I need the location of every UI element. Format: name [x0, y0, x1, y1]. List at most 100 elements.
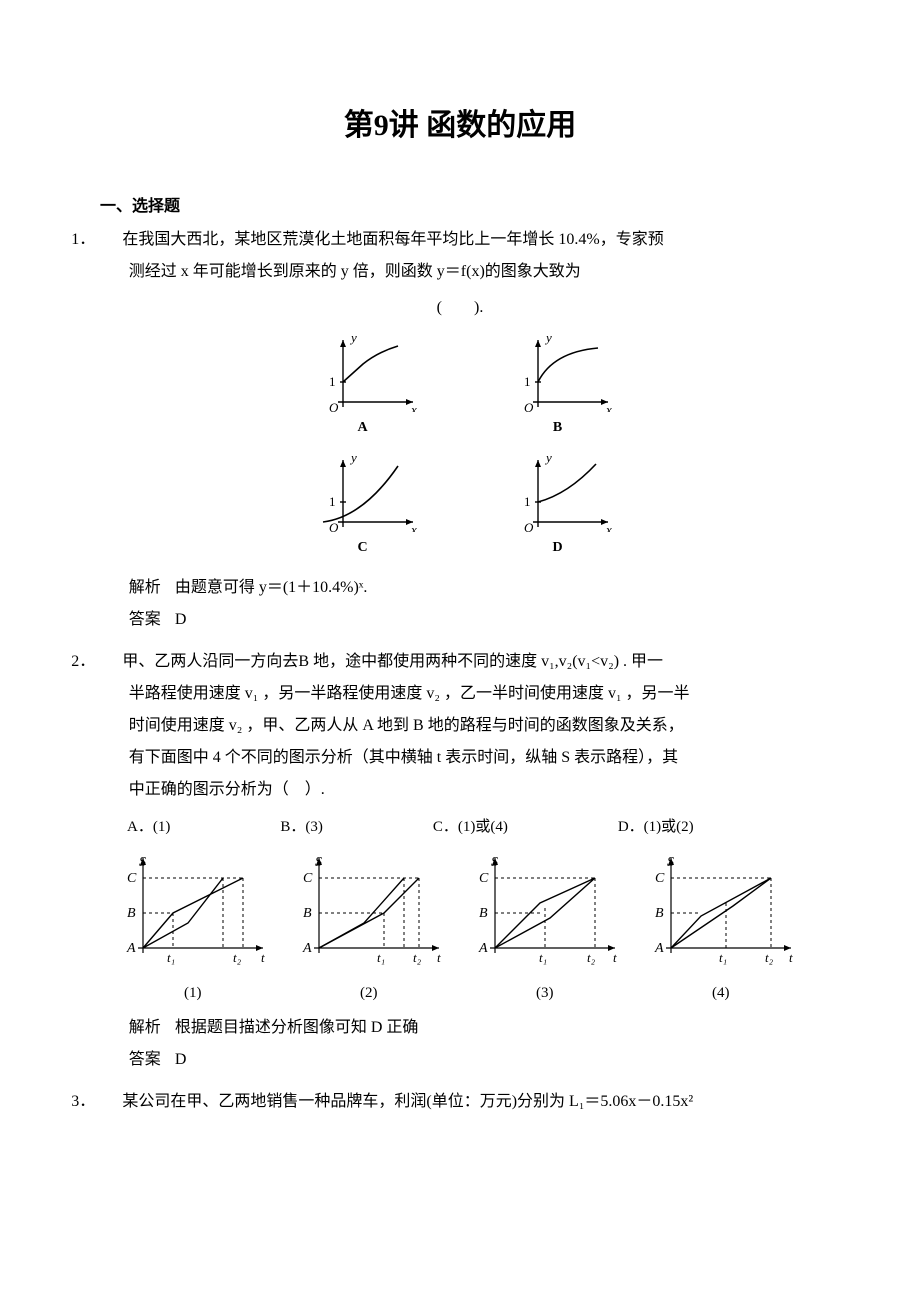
- q1-graph-C: y x O 1 C: [280, 452, 445, 562]
- question-3: 3．某公司在甲、乙两地销售一种品牌车，利润(单位：万元)分别为 L₁＝5.06x…: [100, 1086, 820, 1118]
- svg-text:1: 1: [329, 374, 336, 389]
- q1-graph-A-svg: y x O 1: [303, 332, 423, 412]
- q2-opt-D: D．(1)或(2): [618, 812, 694, 842]
- q2-line2: 半路程使用速度 v₁ ，另一半路程使用速度 v₂ ，乙一半时间使用速度 v₁ ，…: [100, 678, 820, 710]
- svg-text:t₂: t₂: [587, 950, 596, 965]
- svg-text:C: C: [127, 871, 137, 886]
- q1-analysis-text: 由题意可得 y＝(1＋10.4%)ˣ.: [175, 579, 368, 596]
- q2-analysis-label: 解析: [129, 1019, 161, 1036]
- q2-line5: 中正确的图示分析为（ ）.: [100, 774, 820, 806]
- svg-text:t₂: t₂: [765, 950, 774, 965]
- q1-graph-D: y x O 1 D: [475, 452, 640, 562]
- q1-answer-label: 答案: [129, 611, 161, 628]
- q2-opt-B: B．(3): [280, 812, 323, 842]
- q2-line1: 甲、乙两人沿同一方向去B 地，途中都使用两种不同的速度 v₁,v₂(v₁<v₂)…: [122, 653, 663, 670]
- svg-text:x: x: [605, 522, 612, 532]
- svg-text:C: C: [303, 871, 313, 886]
- q1-analysis-label: 解析: [129, 579, 161, 596]
- svg-text:O: O: [524, 400, 534, 412]
- svg-text:x: x: [410, 522, 417, 532]
- svg-text:S: S: [667, 855, 674, 870]
- svg-text:y: y: [349, 332, 357, 345]
- svg-text:t: t: [789, 950, 793, 965]
- q3-line1: 某公司在甲、乙两地销售一种品牌车，利润(单位：万元)分别为 L₁＝5.06x－0…: [122, 1093, 693, 1110]
- q2-figure-row: S C B A t₁ t₂ t (1): [100, 848, 820, 1008]
- q1-label-A: A: [280, 414, 445, 442]
- q2-graph-4-svg: S C B A t₁ t₂ t: [641, 848, 801, 968]
- q2-graph-2-num: (2): [289, 978, 449, 1008]
- svg-text:y: y: [544, 332, 552, 345]
- svg-text:t₁: t₁: [377, 950, 385, 965]
- q1-graph-B: y x O 1 B: [475, 332, 640, 442]
- svg-text:S: S: [491, 855, 498, 870]
- svg-text:S: S: [139, 855, 146, 870]
- q1-label-D: D: [475, 534, 640, 562]
- q2-graph-3-num: (3): [465, 978, 625, 1008]
- svg-text:t: t: [613, 950, 617, 965]
- svg-text:t₂: t₂: [413, 950, 422, 965]
- q2-graph-4-num: (4): [641, 978, 801, 1008]
- q1-figure-grid: y x O 1 A y x O 1: [280, 332, 640, 562]
- svg-text:t: t: [261, 950, 265, 965]
- q1-graph-B-svg: y x O 1: [498, 332, 618, 412]
- question-2: 2．甲、乙两人沿同一方向去B 地，途中都使用两种不同的速度 v₁,v₂(v₁<v…: [100, 646, 820, 1076]
- q1-graph-D-svg: y x O 1: [498, 452, 618, 532]
- svg-text:C: C: [479, 871, 489, 886]
- svg-text:t: t: [437, 950, 441, 965]
- svg-text:y: y: [544, 452, 552, 465]
- svg-text:t₁: t₁: [539, 950, 547, 965]
- svg-text:S: S: [315, 855, 322, 870]
- q1-graph-A: y x O 1 A: [280, 332, 445, 442]
- q1-label-C: C: [280, 534, 445, 562]
- q2-graph-2: S C B A t₁ t₂ t (2): [289, 848, 449, 1008]
- svg-text:O: O: [329, 520, 339, 532]
- q1-answer-text: D: [175, 611, 187, 628]
- svg-text:B: B: [479, 906, 488, 921]
- svg-text:y: y: [349, 452, 357, 465]
- svg-text:t₂: t₂: [233, 950, 242, 965]
- q2-graph-3: S C B A t₁ t₂ t (3): [465, 848, 625, 1008]
- q2-graph-1-num: (1): [113, 978, 273, 1008]
- svg-text:C: C: [655, 871, 665, 886]
- svg-text:O: O: [524, 520, 534, 532]
- svg-text:A: A: [654, 941, 664, 956]
- q2-graph-4: S C B A t₁ t₂ t (4): [641, 848, 801, 1008]
- q2-analysis-text: 根据题目描述分析图像可知 D 正确: [175, 1019, 419, 1036]
- q2-line4: 有下面图中 4 个不同的图示分析（其中横轴 t 表示时间，纵轴 S 表示路程），…: [100, 742, 820, 774]
- q1-label-B: B: [475, 414, 640, 442]
- q1-graph-C-svg: y x O 1: [303, 452, 423, 532]
- q2-graph-1: S C B A t₁ t₂ t (1): [113, 848, 273, 1008]
- svg-text:x: x: [410, 402, 417, 412]
- q2-options: A．(1) B．(3) C．(1)或(4) D．(1)或(2): [100, 812, 820, 842]
- q2-answer-label: 答案: [129, 1051, 161, 1068]
- svg-text:t₁: t₁: [719, 950, 727, 965]
- q2-graph-3-svg: S C B A t₁ t₂ t: [465, 848, 625, 968]
- svg-text:1: 1: [524, 494, 531, 509]
- svg-text:A: A: [126, 941, 136, 956]
- q1-number: 1．: [100, 224, 122, 256]
- question-1: 1．在我国大西北，某地区荒漠化土地面积每年平均比上一年增长 10.4%，专家预 …: [100, 224, 820, 636]
- svg-text:t₁: t₁: [167, 950, 175, 965]
- section-heading: 一、选择题: [100, 192, 820, 216]
- q1-line1: 在我国大西北，某地区荒漠化土地面积每年平均比上一年增长 10.4%，专家预: [122, 231, 663, 248]
- q2-opt-C: C．(1)或(4): [433, 812, 508, 842]
- q2-opt-A: A．(1): [127, 812, 170, 842]
- q1-paren: ( ).: [100, 292, 820, 324]
- q2-graph-1-svg: S C B A t₁ t₂ t: [113, 848, 273, 968]
- svg-text:1: 1: [524, 374, 531, 389]
- svg-text:A: A: [302, 941, 312, 956]
- page-title: 第9讲 函数的应用: [100, 100, 820, 144]
- q2-graph-2-svg: S C B A t₁ t₂ t: [289, 848, 449, 968]
- svg-text:B: B: [655, 906, 664, 921]
- svg-text:x: x: [605, 402, 612, 412]
- q3-number: 3．: [100, 1086, 122, 1118]
- q2-number: 2．: [100, 646, 122, 678]
- q1-line2: 测经过 x 年可能增长到原来的 y 倍，则函数 y＝f(x)的图象大致为: [100, 256, 820, 288]
- svg-text:B: B: [303, 906, 312, 921]
- svg-text:1: 1: [329, 494, 336, 509]
- q2-answer-text: D: [175, 1051, 187, 1068]
- svg-text:A: A: [478, 941, 488, 956]
- svg-text:B: B: [127, 906, 136, 921]
- svg-text:O: O: [329, 400, 339, 412]
- q2-line3: 时间使用速度 v₂ ，甲、乙两人从 A 地到 B 地的路程与时间的函数图象及关系…: [100, 710, 820, 742]
